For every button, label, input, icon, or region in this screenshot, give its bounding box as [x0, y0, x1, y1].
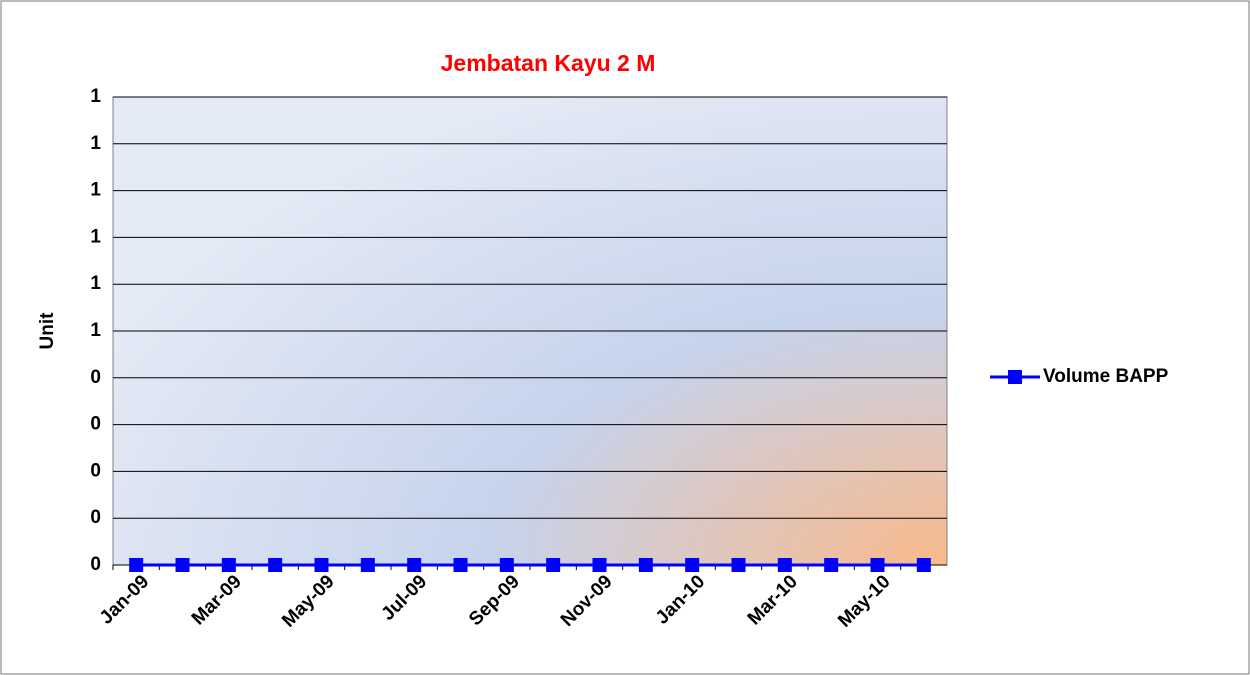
point-marker [175, 558, 190, 572]
point-marker [824, 558, 839, 572]
point-marker [731, 558, 746, 572]
legend-label: Volume BAPP [1043, 366, 1169, 387]
point-marker [546, 558, 561, 572]
y-tick-label: 1 [90, 320, 101, 341]
point-marker [360, 558, 375, 572]
y-tick-label: 1 [90, 133, 101, 154]
y-tick-label: 1 [90, 273, 101, 294]
y-tick-label: 1 [90, 226, 101, 247]
y-tick-label: 0 [90, 460, 101, 481]
point-marker [499, 558, 514, 572]
point-marker [870, 558, 885, 572]
point-marker [221, 558, 236, 572]
y-tick-label: 0 [90, 554, 101, 575]
y-tick-label: 1 [90, 180, 101, 201]
point-marker [268, 558, 283, 572]
y-tick-label: 0 [90, 367, 101, 388]
point-marker [129, 558, 144, 572]
y-axis-title: Unit [37, 312, 58, 350]
y-tick-label: 0 [90, 507, 101, 528]
point-marker [685, 558, 700, 572]
point-marker [453, 558, 468, 572]
legend-marker [1008, 370, 1022, 384]
point-marker [777, 558, 792, 572]
point-marker [916, 558, 931, 572]
y-tick-label: 0 [90, 414, 101, 435]
chart-title: Jembatan Kayu 2 M [441, 50, 656, 76]
point-marker [592, 558, 607, 572]
point-marker [314, 558, 329, 572]
y-tick-label: 1 [90, 86, 101, 107]
point-marker [638, 558, 653, 572]
point-marker [407, 558, 422, 572]
